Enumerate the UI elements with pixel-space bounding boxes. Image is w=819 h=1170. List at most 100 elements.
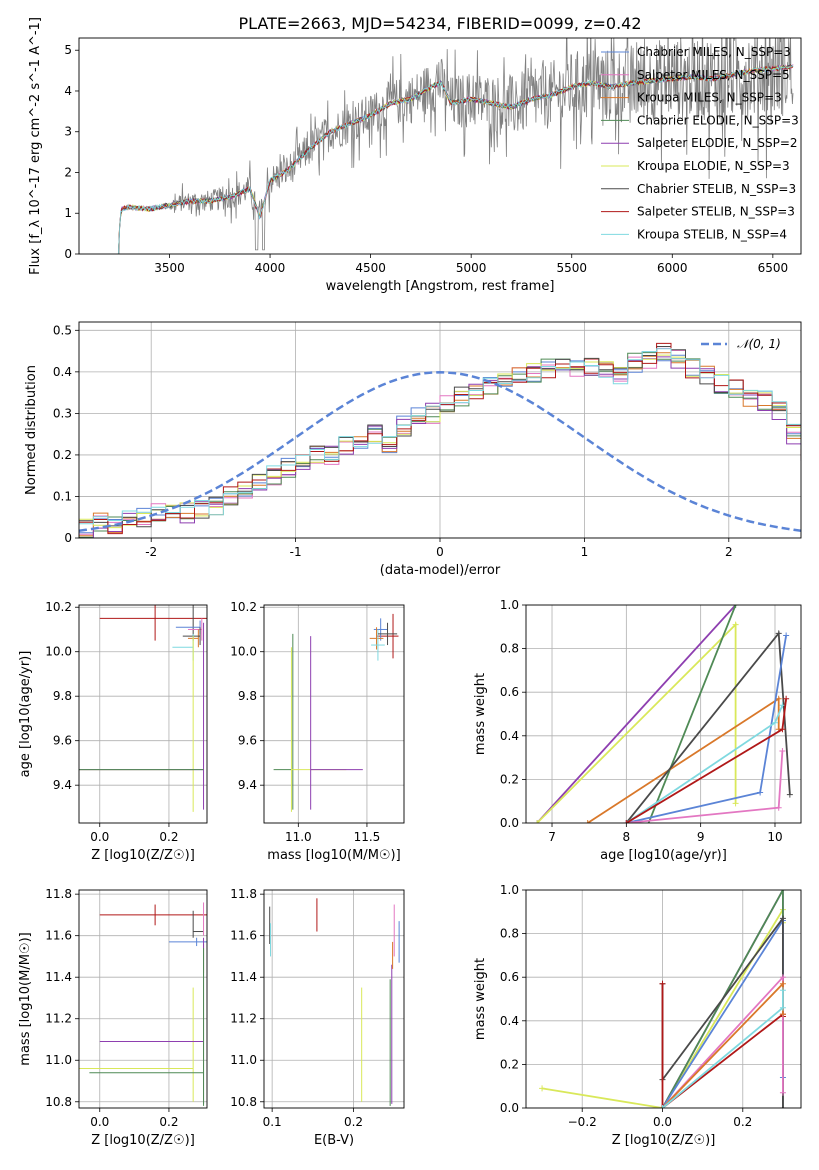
x-tick-label: 0 (436, 545, 444, 559)
x-tick-label: 4500 (355, 261, 386, 275)
y-tick-label: 9.6 (238, 734, 257, 748)
residual-histogram (79, 342, 801, 535)
weight-marker (779, 980, 786, 987)
y-axis-label: Normed distribution (24, 365, 39, 495)
legend-label: 𝒩(0, 1) (737, 337, 781, 351)
weight-marker (732, 800, 739, 807)
y-tick-label: 0.0 (500, 1101, 519, 1115)
weight-marker (775, 695, 782, 702)
y-tick-label: 2 (64, 165, 72, 179)
weight-marker (775, 630, 782, 637)
y-tick-label: 11.2 (45, 1012, 72, 1026)
y-tick-label: 10.0 (45, 645, 72, 659)
weight-line (626, 635, 787, 823)
legend-label: Chabrier MILES, N_SSP=3 (637, 45, 791, 59)
y-tick-label: 10.8 (230, 1095, 257, 1109)
weight-marker (757, 789, 764, 796)
y-tick-label: 5 (64, 43, 72, 57)
y-tick-label: 9.6 (53, 734, 72, 748)
x-tick-label: 5500 (556, 261, 587, 275)
axes-frame (525, 889, 802, 1109)
weight-line (536, 605, 737, 823)
panel-residual_hist: -2 -1 0 1 2 0 0.1 0.2 0.3 0.4 0.5 (data-model)/erro… (24, 321, 802, 578)
residual-histogram (79, 352, 801, 538)
y-axis-label: mass [log10(M/M☉)] (18, 932, 33, 1065)
axes-frame (525, 604, 802, 824)
legend-label: Salpeter STELIB, N_SSP=3 (637, 205, 795, 219)
y-tick-label: 0.4 (500, 1014, 519, 1028)
x-tick-label: 6000 (657, 261, 688, 275)
weight-marker (779, 1105, 786, 1108)
weight-marker (779, 1004, 786, 1011)
x-tick-label: 11.5 (354, 830, 381, 844)
weight-marker (786, 791, 793, 798)
y-tick-label: 11.4 (230, 970, 257, 984)
x-tick-label: 0.2 (159, 830, 178, 844)
y-axis-label: mass weight (473, 673, 488, 755)
y-tick-label: 0.6 (500, 970, 519, 984)
weight-marker (779, 987, 786, 994)
weight-marker (771, 719, 778, 726)
x-tick-label: -2 (145, 545, 157, 559)
weight-line (647, 605, 737, 823)
x-tick-label: 0.1 (263, 1115, 282, 1129)
y-tick-label: 1.0 (500, 598, 519, 612)
plot-area (264, 890, 404, 1108)
weight-line (661, 917, 784, 1108)
panel-weight_vs_age: 7 8 9 10 0.0 0.2 0.4 0.6 0.8 1.0 age [log10(age/yr… (473, 598, 802, 863)
weight-marker (783, 632, 790, 639)
y-tick-label: 0.1 (53, 489, 72, 503)
weight-marker (732, 621, 739, 628)
x-axis-label: wavelength [Angstrom, rest frame] (326, 279, 555, 294)
plot-area (117, 38, 794, 254)
weight-marker (584, 820, 591, 823)
y-tick-label: 9.4 (238, 778, 257, 792)
axes-frame (78, 37, 802, 255)
legend-label: Chabrier STELIB, N_SSP=3 (637, 182, 796, 196)
y-tick-label: 1 (64, 206, 72, 220)
weight-marker (779, 974, 786, 981)
y-tick-label: 1.0 (500, 883, 519, 897)
plot-area (79, 890, 207, 1108)
y-tick-label: 10.2 (230, 600, 257, 614)
x-tick-label: 0.2 (159, 1115, 178, 1129)
y-tick-label: 11.8 (45, 887, 72, 901)
plot-area (264, 605, 404, 823)
axes-frame (78, 604, 208, 824)
residual-histogram (79, 347, 801, 535)
x-tick-label: 4000 (255, 261, 286, 275)
legend-label: Kroupa STELIB, N_SSP=4 (637, 227, 787, 241)
weight-marker (534, 820, 541, 823)
x-tick-label: 0.0 (653, 1115, 672, 1129)
weight-marker (779, 1089, 786, 1096)
weight-line (587, 697, 780, 823)
y-tick-label: 4 (64, 84, 72, 98)
panel-spectrum: 3500 4000 4500 5000 5500 6000 6500 0 1 2 3 4 5 wavele… (28, 17, 802, 294)
plot-area (526, 890, 801, 1108)
weight-marker (659, 1105, 666, 1108)
plot-area (526, 605, 801, 823)
x-tick-label: 1 (581, 545, 589, 559)
legend-label: Salpeter MILES, N_SSP=5 (637, 68, 790, 82)
y-tick-label: 10.0 (230, 645, 257, 659)
residual-histogram (79, 348, 801, 525)
x-tick-label: 8 (623, 830, 631, 844)
y-tick-label: 11.0 (230, 1053, 257, 1067)
legend-label: Salpeter ELODIE, N_SSP=2 (637, 136, 798, 150)
figure-title: PLATE=2663, MJD=54234, FIBERID=0099, z=0… (238, 14, 641, 33)
model-spectrum (117, 64, 794, 254)
y-tick-label: 0.2 (53, 448, 72, 462)
axes-frame (263, 604, 405, 824)
x-axis-label: Z [log10(Z/Z☉)] (91, 1133, 195, 1148)
x-tick-label: -1 (290, 545, 302, 559)
weight-line (661, 981, 784, 1108)
y-tick-label: 11.8 (230, 887, 257, 901)
x-tick-label: 9 (697, 830, 705, 844)
y-tick-label: 11.6 (230, 929, 257, 943)
legend-label: Chabrier ELODIE, N_SSP=3 (637, 113, 799, 127)
y-tick-label: 0.3 (53, 406, 72, 420)
weight-marker (539, 1085, 546, 1092)
weight-marker (659, 980, 666, 987)
y-tick-label: 11.0 (45, 1053, 72, 1067)
x-axis-label: age [log10(age/yr)] (600, 848, 727, 863)
